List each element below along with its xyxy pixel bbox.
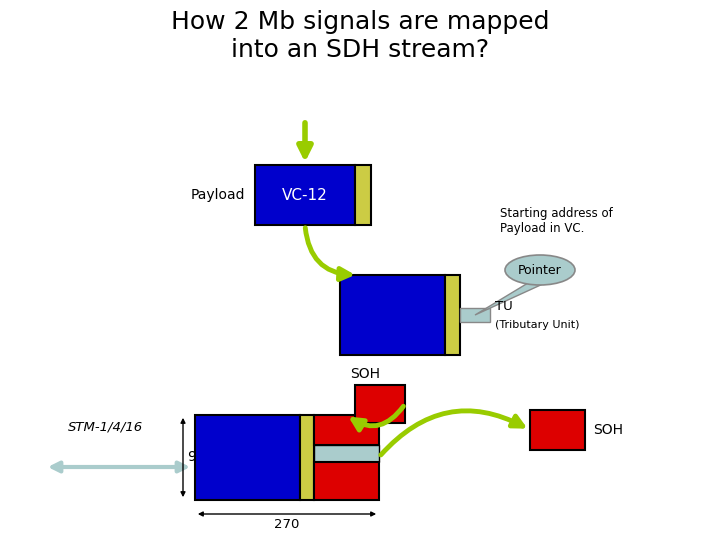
Polygon shape	[475, 283, 545, 315]
Text: 9: 9	[187, 450, 196, 464]
Bar	[460, 308, 490, 322]
Bar	[300, 415, 314, 500]
Text: Starting address of
Payload in VC.: Starting address of Payload in VC.	[500, 207, 613, 235]
Bar	[445, 275, 460, 355]
Bar	[255, 165, 355, 225]
Text: 270: 270	[274, 518, 300, 531]
Bar	[195, 415, 300, 500]
Text: Payload: Payload	[191, 188, 245, 202]
Bar	[355, 385, 405, 423]
Bar	[314, 445, 379, 462]
Text: How 2 Mb signals are mapped
into an SDH stream?: How 2 Mb signals are mapped into an SDH …	[171, 10, 549, 62]
Bar	[314, 462, 379, 500]
Bar	[355, 165, 371, 225]
Text: (Tributary Unit): (Tributary Unit)	[495, 320, 580, 330]
Text: SOH: SOH	[350, 367, 380, 381]
Text: Pointer: Pointer	[518, 264, 562, 276]
Text: STM-1/4/16: STM-1/4/16	[68, 420, 143, 433]
Text: SOH: SOH	[593, 423, 623, 437]
Bar	[340, 275, 445, 355]
Ellipse shape	[505, 255, 575, 285]
Text: VC-12: VC-12	[282, 187, 328, 202]
Text: TU: TU	[495, 300, 513, 314]
Bar	[530, 410, 585, 450]
Bar	[314, 415, 379, 445]
